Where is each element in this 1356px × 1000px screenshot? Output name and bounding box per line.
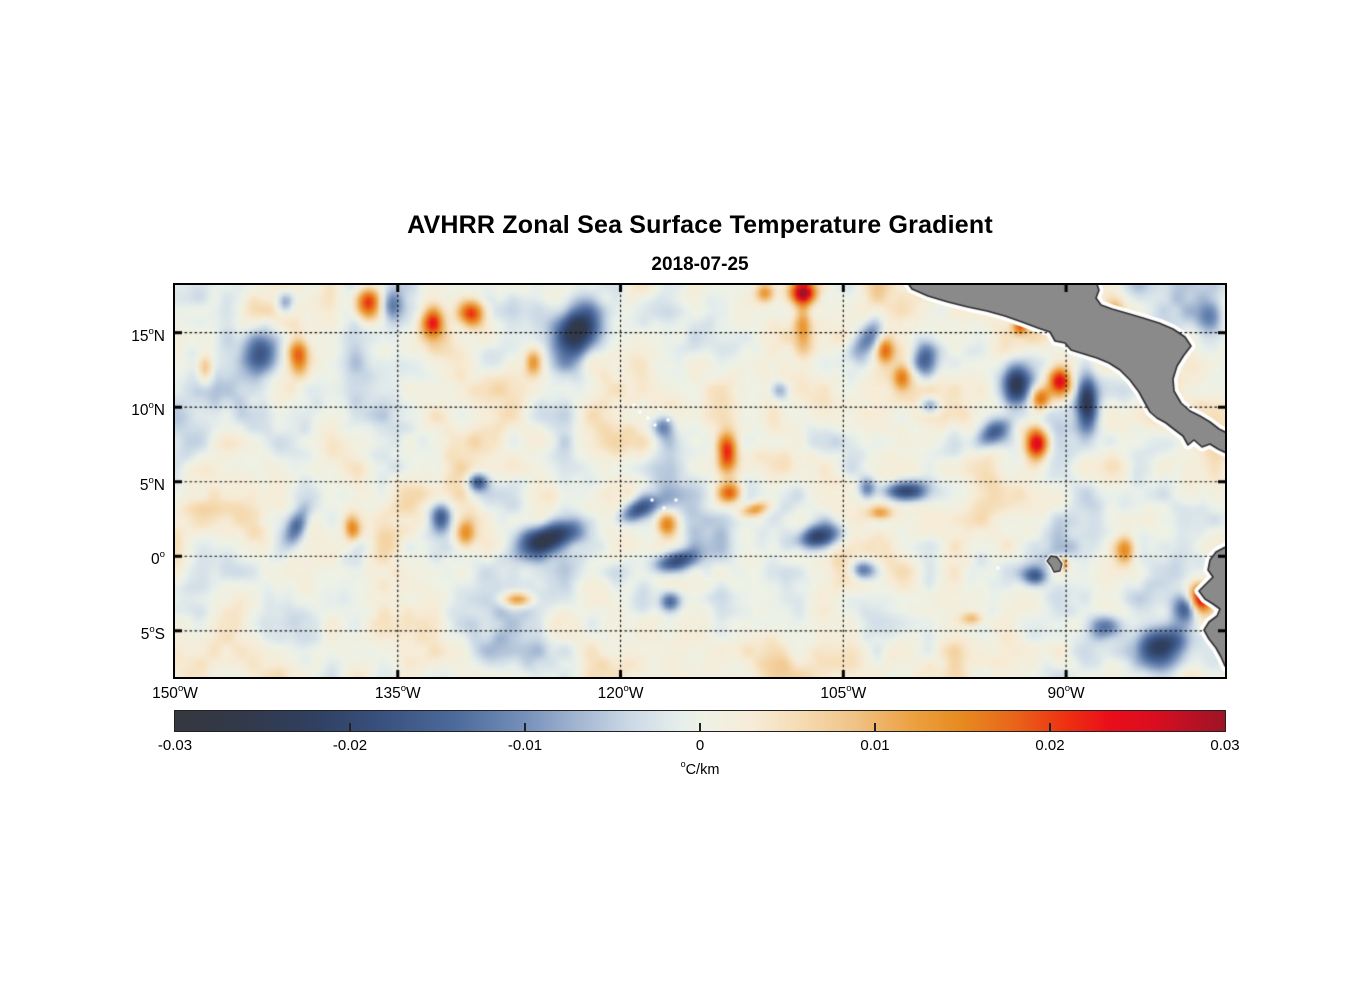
x-tick-label: 150oW xyxy=(152,683,198,703)
degree-symbol: o xyxy=(148,400,154,412)
chart-title: AVHRR Zonal Sea Surface Temperature Grad… xyxy=(407,211,993,239)
colorbar-tick-mark xyxy=(1049,723,1051,731)
sst-gradient-heatmap-canvas xyxy=(175,285,1225,677)
colorbar-tick-label: -0.03 xyxy=(157,737,193,754)
degree-symbol: o xyxy=(148,474,154,486)
degree-symbol: o xyxy=(177,683,184,695)
y-tick-label: 10oN xyxy=(131,400,165,420)
y-tick-label: 5oS xyxy=(140,623,165,643)
degree-symbol: o xyxy=(623,683,629,695)
colorbar-tick-label: -0.02 xyxy=(332,737,368,754)
y-tick-label: 15oN xyxy=(131,325,165,345)
y-tick-label: 0o xyxy=(151,549,165,569)
colorbar-tick-mark xyxy=(699,723,701,731)
x-tick-label: 90oW xyxy=(1047,683,1085,703)
degree-symbol: o xyxy=(1064,683,1071,695)
colorbar-unit-label: oC/km xyxy=(680,759,720,778)
chart-date: 2018-07-25 xyxy=(651,254,749,275)
x-tick-label: 120oW xyxy=(597,683,644,703)
colorbar-tick-label: 0.03 xyxy=(1210,737,1240,754)
colorbar-tick-label: -0.01 xyxy=(507,737,543,754)
x-tick-label: 105oW xyxy=(820,683,867,703)
x-tick-label: 135oW xyxy=(374,683,421,703)
colorbar-tick-label: 0.02 xyxy=(1035,737,1065,754)
y-tick-label: 5oN xyxy=(139,474,165,494)
colorbar-tick-label: 0 xyxy=(695,737,705,754)
degree-symbol: o xyxy=(159,549,165,561)
degree-symbol: o xyxy=(846,683,852,695)
map-plot-area xyxy=(173,283,1227,679)
colorbar-tick-mark xyxy=(874,723,876,731)
colorbar xyxy=(174,710,1226,732)
colorbar-tick-label: 0.01 xyxy=(860,737,890,754)
colorbar-tick-mark xyxy=(524,723,526,731)
degree-symbol: o xyxy=(148,325,154,337)
colorbar-tick-mark xyxy=(349,723,351,731)
degree-symbol: o xyxy=(400,683,407,695)
degree-symbol: o xyxy=(149,623,155,635)
degree-symbol: o xyxy=(680,759,686,770)
